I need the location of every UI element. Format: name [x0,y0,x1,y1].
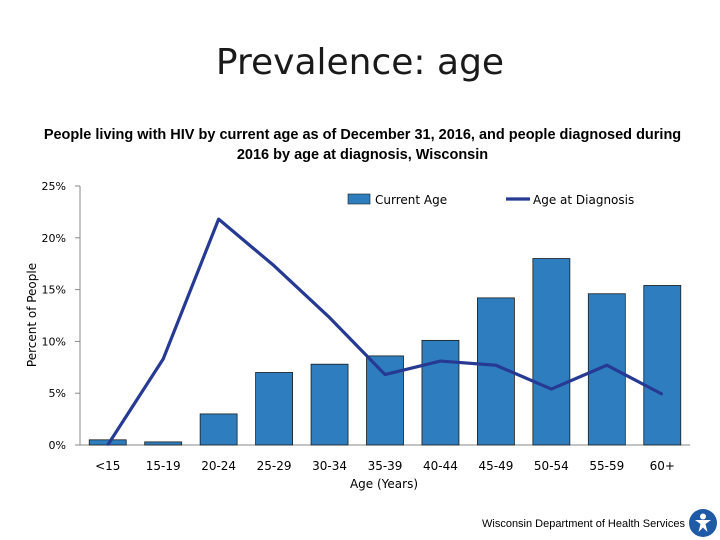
diagnosis-point [106,444,109,446]
y-tick-label: 5% [49,387,66,400]
y-tick-label: 0% [49,439,66,452]
chart-title: People living with HIV by current age as… [43,127,682,163]
bar-1519 [144,441,183,446]
bar-4044 [421,339,460,446]
y-axis: 0% 5% 10% 15% 20% 25% [42,180,81,452]
x-tick-label: 45-49 [478,459,513,473]
slide-title: Prevalence: age [215,42,505,83]
y-axis-label: Percent of People [25,263,39,367]
diagnosis-point [495,364,497,367]
bar-2024 [199,413,238,446]
diagnosis-line [106,217,664,446]
bar-60 [643,285,682,446]
diagnosis-point [162,358,164,360]
diagnosis-point [439,360,442,362]
x-tick-label: 60+ [650,459,675,473]
bar-5054 [532,258,571,446]
legend-label-current-age: Current Age [375,193,447,207]
y-tick-label: 25% [42,180,66,193]
bar-3034 [310,363,349,446]
footer-text: Wisconsin Department of Health Services [482,518,685,530]
person-circle-logo-icon [689,509,717,537]
x-tick-label: 35-39 [368,459,403,473]
diagnosis-point [606,364,608,367]
diagnosis-point [550,388,553,390]
x-tick-label: 15-19 [146,459,181,473]
x-tick-label: 25-29 [257,459,292,473]
x-axis: <15 15-19 20-24 25-29 30-34 35-39 40-44 45-49 50… [80,444,690,473]
bar-2529 [255,372,293,446]
y-tick-label: 15% [42,284,66,297]
bars [88,258,682,446]
legend: Current Age Age at Diagnosis [347,193,634,207]
legend-label-age-at-diagnosis: Age at Diagnosis [533,193,634,207]
x-tick-label: 50-54 [534,459,569,473]
legend-swatch-current-age [347,193,371,205]
x-tick-label: <15 [95,459,120,473]
diagnosis-point [384,373,386,376]
diagnosis-point [217,218,220,220]
diagnosis-point [273,264,275,267]
x-tick-label: 40-44 [423,459,458,473]
y-tick-label: 20% [42,232,66,245]
x-axis-label: Age (Years) [350,477,418,491]
x-tick-label: 55-59 [589,459,624,473]
x-tick-label: 20-24 [201,459,236,473]
diagnosis-point [328,316,331,319]
bar-3539 [366,355,404,446]
y-tick-label: 10% [42,335,66,348]
x-tick-label: 30-34 [312,459,347,473]
diagnosis-point [661,393,664,396]
